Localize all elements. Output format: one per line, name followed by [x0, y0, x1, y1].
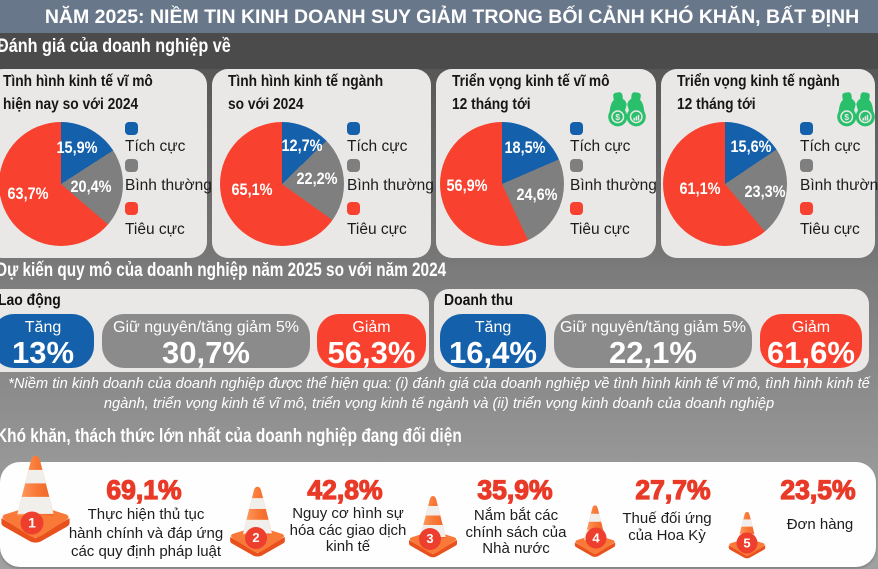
- svg-text:$: $: [844, 113, 849, 122]
- svg-text:$: $: [615, 113, 620, 122]
